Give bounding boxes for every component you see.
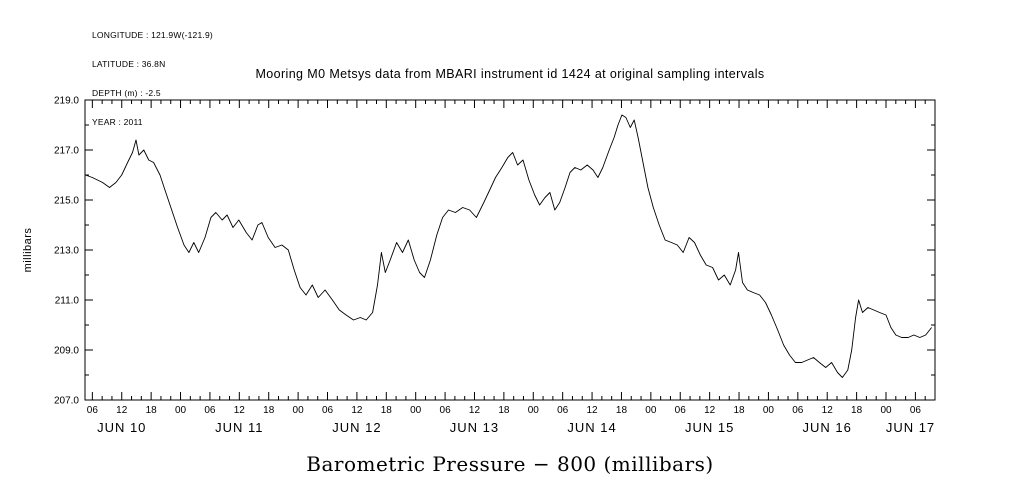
x-tick-label: 00: [880, 405, 892, 416]
x-tick-label: 00: [645, 405, 657, 416]
y-tick-label: 207.0: [54, 396, 79, 407]
x-day-label: JUN 13: [450, 420, 499, 435]
x-tick-label: 06: [204, 405, 216, 416]
x-tick-label: 00: [528, 405, 540, 416]
x-day-label: JUN 12: [332, 420, 381, 435]
x-tick-label: 18: [851, 405, 863, 416]
x-day-label: JUN 10: [97, 420, 146, 435]
x-tick-label: 18: [733, 405, 745, 416]
x-tick-label: 18: [146, 405, 158, 416]
y-tick-label: 213.0: [54, 246, 79, 257]
x-tick-label: 18: [263, 405, 275, 416]
x-tick-label: 12: [704, 405, 716, 416]
chart-title: Mooring M0 Metsys data from MBARI instru…: [255, 67, 765, 81]
x-tick-label: 06: [910, 405, 922, 416]
data-line: [85, 114, 932, 378]
x-tick-label: 18: [498, 405, 510, 416]
x-tick-label: 06: [675, 405, 687, 416]
x-day-label: JUN 11: [215, 420, 263, 435]
x-tick-label: 12: [586, 405, 598, 416]
x-tick-label: 12: [822, 405, 834, 416]
y-tick-label: 219.0: [54, 96, 79, 107]
meta-year: YEAR : 2011: [92, 116, 143, 127]
x-tick-label: 18: [381, 405, 393, 416]
x-tick-label: 12: [116, 405, 128, 416]
x-tick-label: 06: [792, 405, 804, 416]
x-day-label: JUN 15: [685, 420, 734, 435]
x-day-label: JUN 14: [567, 420, 616, 435]
meta-longitude: LONGITUDE : 121.9W(-121.9): [92, 30, 213, 41]
x-tick-label: 00: [175, 405, 187, 416]
x-tick-label: 00: [293, 405, 305, 416]
x-tick-label: 00: [763, 405, 775, 416]
x-tick-label: 12: [469, 405, 481, 416]
y-tick-label: 211.0: [55, 296, 80, 307]
y-tick-label: 215.0: [54, 196, 79, 207]
x-axis-title: Barometric Pressure − 800 (millibars): [306, 452, 714, 476]
meta-depth: DEPTH (m) : -2.5: [92, 87, 161, 98]
x-tick-label: 12: [351, 405, 363, 416]
meta-latitude: LATITUDE : 36.8N: [92, 58, 166, 69]
x-tick-label: 06: [322, 405, 334, 416]
x-tick-label: 12: [234, 405, 246, 416]
x-tick-label: 06: [87, 405, 99, 416]
x-tick-label: 06: [440, 405, 452, 416]
y-tick-label: 209.0: [54, 346, 79, 357]
x-tick-label: 18: [616, 405, 628, 416]
y-tick-label: 217.0: [54, 146, 79, 157]
x-tick-label: 06: [557, 405, 569, 416]
x-day-label: JUN 16: [803, 420, 852, 435]
x-day-label: JUN 17: [886, 420, 935, 435]
metadata-block: LONGITUDE : 121.9W(-121.9) LATITUDE : 36…: [92, 12, 213, 146]
x-tick-label: 00: [410, 405, 422, 416]
plot-frame: [84, 99, 936, 401]
